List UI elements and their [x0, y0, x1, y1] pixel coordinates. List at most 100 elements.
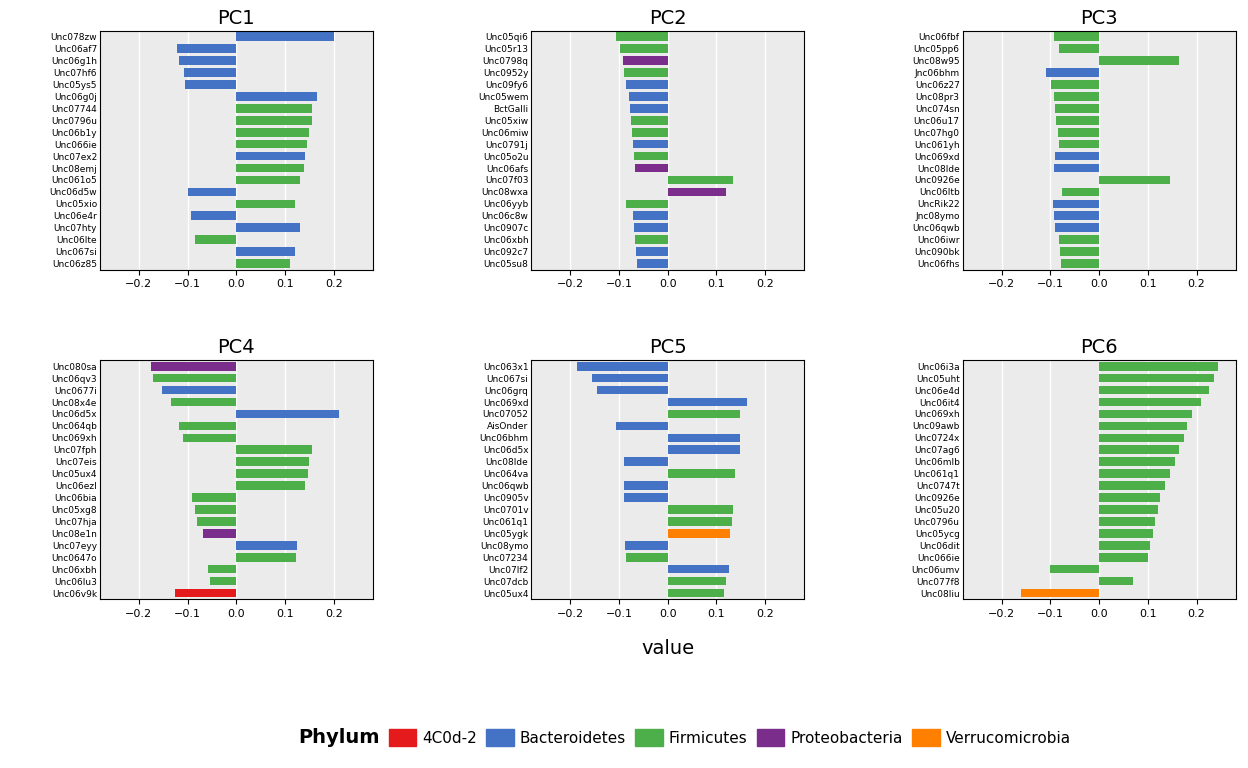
Bar: [597, 386, 668, 395]
Bar: [668, 505, 734, 514]
Bar: [236, 553, 296, 561]
Bar: [1099, 176, 1169, 184]
Bar: [1099, 553, 1148, 561]
Bar: [1057, 128, 1099, 137]
Bar: [1053, 200, 1099, 208]
Bar: [620, 45, 668, 53]
Bar: [634, 164, 668, 172]
Bar: [668, 589, 724, 598]
Bar: [208, 565, 236, 574]
Bar: [1099, 458, 1174, 466]
Bar: [1099, 505, 1157, 514]
Bar: [617, 422, 668, 430]
Bar: [1060, 235, 1099, 244]
Title: PC5: PC5: [649, 339, 686, 357]
Bar: [187, 187, 236, 196]
Bar: [1099, 56, 1179, 65]
Bar: [151, 362, 236, 370]
Title: PC3: PC3: [1081, 8, 1118, 28]
Bar: [624, 68, 668, 77]
Bar: [1055, 164, 1099, 172]
Bar: [1055, 223, 1099, 232]
Bar: [626, 200, 668, 208]
Bar: [624, 493, 668, 502]
Bar: [1021, 589, 1099, 598]
Bar: [636, 260, 668, 268]
Bar: [636, 247, 668, 256]
Bar: [203, 529, 236, 538]
Bar: [1060, 140, 1099, 148]
Bar: [236, 409, 338, 419]
Bar: [668, 445, 740, 454]
Bar: [236, 116, 312, 124]
Bar: [236, 128, 310, 137]
Bar: [236, 200, 295, 208]
Bar: [171, 398, 236, 406]
Bar: [1055, 152, 1099, 161]
Bar: [630, 104, 668, 113]
Bar: [197, 517, 236, 526]
Bar: [629, 92, 668, 101]
Bar: [177, 45, 236, 53]
Bar: [236, 260, 290, 268]
Bar: [626, 553, 668, 561]
Bar: [236, 152, 305, 161]
Bar: [634, 235, 668, 244]
Bar: [578, 362, 668, 370]
Bar: [185, 80, 236, 89]
Legend: Phylum, 4C0d-2, Bacteroidetes, Firmicutes, Proteobacteria, Verrucomicrobia: Phylum, 4C0d-2, Bacteroidetes, Firmicute…: [258, 721, 1077, 753]
Bar: [1099, 517, 1156, 526]
Bar: [634, 152, 668, 161]
Bar: [1051, 565, 1099, 574]
Bar: [668, 409, 740, 419]
Bar: [623, 56, 668, 65]
Bar: [624, 458, 668, 466]
Bar: [191, 211, 236, 220]
Bar: [634, 223, 668, 232]
Bar: [1062, 187, 1099, 196]
Bar: [624, 482, 668, 490]
Bar: [626, 80, 668, 89]
Bar: [236, 223, 300, 232]
Bar: [668, 565, 729, 574]
Bar: [1099, 374, 1213, 382]
Bar: [1051, 80, 1099, 89]
Bar: [668, 517, 733, 526]
Bar: [154, 374, 236, 382]
Bar: [1099, 422, 1187, 430]
Bar: [1099, 469, 1169, 478]
Bar: [236, 176, 300, 184]
Bar: [1053, 32, 1099, 41]
Bar: [1099, 577, 1133, 585]
Bar: [1055, 211, 1099, 220]
Bar: [236, 469, 308, 478]
Bar: [183, 68, 236, 77]
Bar: [1055, 104, 1099, 113]
Bar: [192, 493, 236, 502]
Bar: [1099, 409, 1192, 419]
Bar: [592, 374, 668, 382]
Bar: [236, 164, 303, 172]
Title: PC1: PC1: [217, 8, 255, 28]
Bar: [668, 434, 740, 442]
Bar: [1099, 482, 1164, 490]
Bar: [176, 589, 236, 598]
Bar: [210, 577, 236, 585]
Text: value: value: [641, 640, 694, 658]
Bar: [668, 398, 746, 406]
Bar: [178, 56, 236, 65]
Bar: [1055, 92, 1099, 101]
Bar: [1046, 68, 1099, 77]
Bar: [1099, 362, 1218, 370]
Bar: [625, 541, 668, 550]
Bar: [1099, 434, 1184, 442]
Bar: [236, 104, 312, 113]
Bar: [1099, 529, 1153, 538]
Bar: [1056, 116, 1099, 124]
Bar: [668, 187, 726, 196]
Bar: [162, 386, 236, 395]
Bar: [668, 469, 735, 478]
Bar: [668, 577, 726, 585]
Bar: [631, 128, 668, 137]
Bar: [630, 116, 668, 124]
